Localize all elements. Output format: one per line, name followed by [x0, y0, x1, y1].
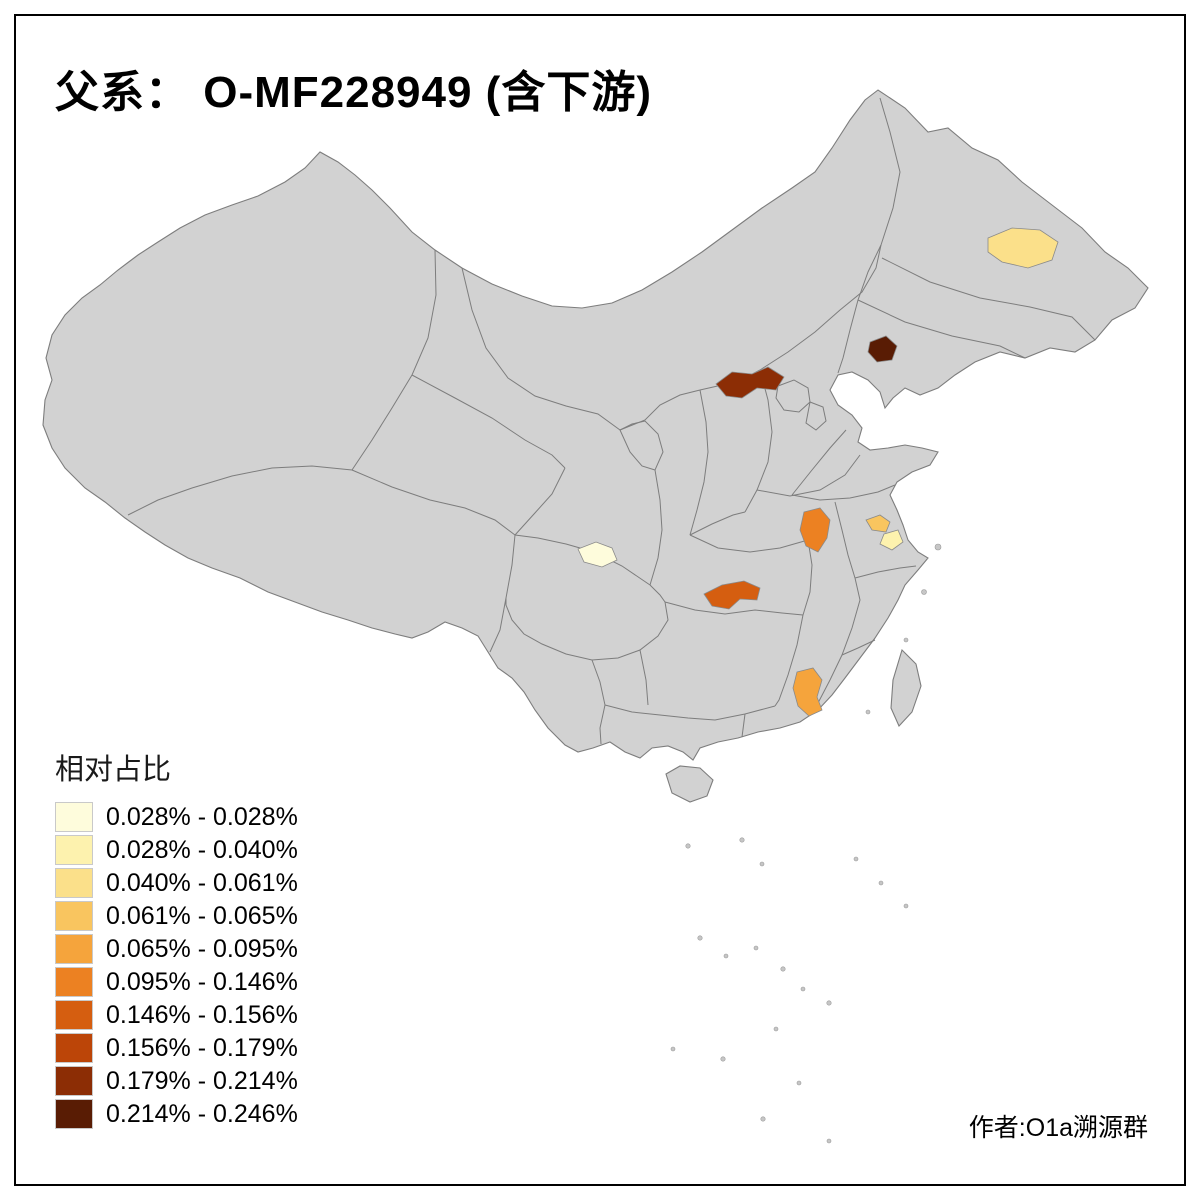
- region-liaoning-area: [867, 335, 898, 363]
- legend-title: 相对占比: [55, 754, 172, 786]
- region-hebei-north-area: [715, 366, 785, 399]
- legend-item: 0.061% - 0.065%: [55, 901, 298, 931]
- land-group: [42, 89, 1149, 803]
- region-jiangsu-area-b: [879, 529, 904, 551]
- region-hubei-hunan-area: [703, 580, 761, 610]
- china-mainland: [42, 89, 1149, 761]
- legend-item: 0.156% - 0.179%: [55, 1033, 298, 1063]
- legend-item-label: 0.028% - 0.040%: [106, 835, 298, 864]
- legend-swatch: [55, 934, 93, 964]
- legend-swatch: [55, 1033, 93, 1063]
- legend: 相对占比 0.028% - 0.028% 0.028% - 0.040% 0.0…: [55, 746, 298, 1132]
- legend-item: 0.214% - 0.246%: [55, 1099, 298, 1129]
- legend-swatch: [55, 1000, 93, 1030]
- legend-item-label: 0.095% - 0.146%: [106, 967, 298, 996]
- legend-item-label: 0.061% - 0.065%: [106, 901, 298, 930]
- region-anhui-area: [799, 507, 831, 553]
- legend-item: 0.040% - 0.061%: [55, 868, 298, 898]
- legend-item: 0.146% - 0.156%: [55, 1000, 298, 1030]
- region-guangdong-area: [792, 667, 823, 717]
- legend-swatch: [55, 868, 93, 898]
- legend-item: 0.028% - 0.028%: [55, 802, 298, 832]
- legend-swatch: [55, 802, 93, 832]
- taiwan-island: [890, 648, 922, 727]
- figure-title: 父系： O-MF228949 (含下游): [55, 68, 652, 117]
- region-jiangsu-area-a: [865, 514, 891, 533]
- legend-swatch: [55, 967, 93, 997]
- legend-item: 0.065% - 0.095%: [55, 934, 298, 964]
- legend-item-label: 0.179% - 0.214%: [106, 1066, 298, 1095]
- region-heilongjiang-area: [987, 227, 1059, 269]
- legend-item: 0.095% - 0.146%: [55, 967, 298, 997]
- legend-item: 0.028% - 0.040%: [55, 835, 298, 865]
- legend-item-label: 0.040% - 0.061%: [106, 868, 298, 897]
- legend-item-label: 0.156% - 0.179%: [106, 1033, 298, 1062]
- hainan-island: [665, 765, 714, 803]
- small-islands: [670, 543, 942, 1144]
- legend-item-label: 0.214% - 0.246%: [106, 1099, 298, 1128]
- attribution: 作者:O1a溯源群: [968, 1114, 1148, 1142]
- legend-item-label: 0.065% - 0.095%: [106, 934, 298, 963]
- legend-swatch: [55, 1099, 93, 1129]
- legend-item-label: 0.146% - 0.156%: [106, 1000, 298, 1029]
- highlighted-regions: [577, 227, 1059, 717]
- legend-item-label: 0.028% - 0.028%: [106, 802, 298, 831]
- legend-swatch: [55, 1066, 93, 1096]
- region-sichuan-area: [577, 541, 618, 568]
- legend-item: 0.179% - 0.214%: [55, 1066, 298, 1096]
- legend-swatch: [55, 901, 93, 931]
- legend-swatch: [55, 835, 93, 865]
